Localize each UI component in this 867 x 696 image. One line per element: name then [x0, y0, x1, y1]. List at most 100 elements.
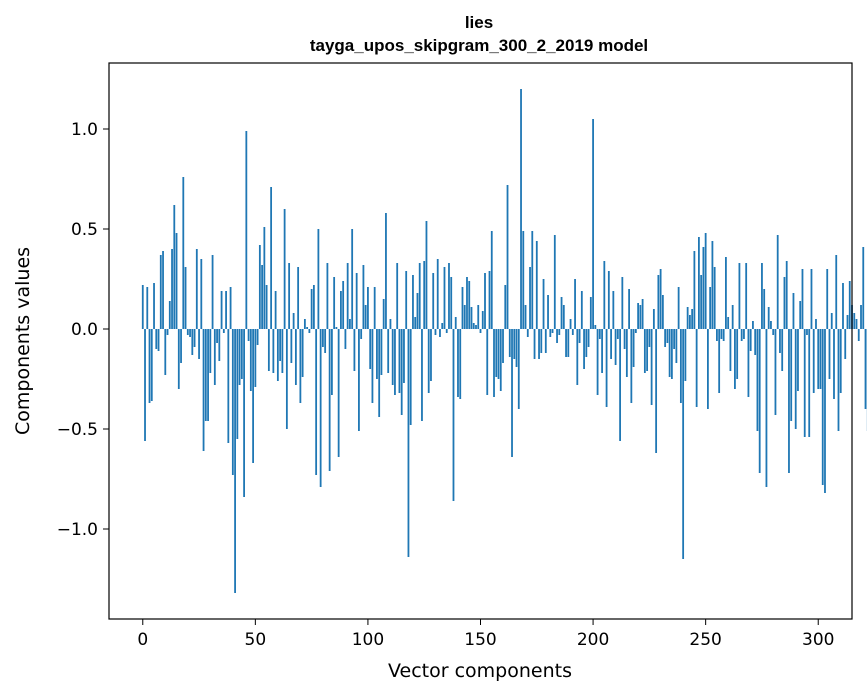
bar	[520, 89, 522, 329]
bar	[294, 329, 297, 385]
bar	[616, 329, 619, 339]
x-tick-label: 50	[245, 630, 267, 650]
bar	[722, 329, 725, 341]
bar	[452, 329, 455, 501]
bar	[321, 329, 324, 347]
bar	[815, 319, 817, 329]
bar	[177, 329, 180, 389]
bar	[342, 281, 345, 329]
bar	[770, 321, 772, 329]
bar	[267, 329, 270, 371]
bar	[535, 241, 538, 329]
y-tick-label: −1.0	[57, 520, 98, 540]
bar	[655, 329, 658, 453]
bar	[385, 213, 387, 329]
bar	[270, 187, 273, 329]
bar	[594, 325, 597, 329]
bar	[153, 283, 155, 329]
bar	[331, 329, 333, 395]
bar	[752, 321, 754, 329]
bar	[283, 209, 286, 329]
bar	[848, 281, 851, 329]
bar	[391, 329, 394, 385]
bar	[292, 313, 295, 329]
bar	[646, 329, 649, 371]
bar	[551, 329, 554, 333]
bar	[686, 307, 689, 329]
bar	[765, 329, 768, 487]
bar	[846, 315, 849, 329]
bar	[862, 247, 865, 329]
bar	[526, 329, 529, 337]
bar	[598, 329, 601, 339]
bar	[405, 271, 408, 329]
bar	[394, 329, 396, 395]
bar	[200, 259, 203, 329]
chart-subtitle: tayga_upos_skipgram_300_2_2019 model	[310, 36, 648, 55]
bar	[844, 329, 847, 359]
bar	[470, 307, 473, 329]
bar	[146, 287, 149, 329]
bar	[301, 329, 304, 377]
bar	[346, 263, 349, 329]
bar	[238, 329, 241, 385]
bar	[650, 329, 653, 405]
bar	[340, 291, 342, 329]
bar	[792, 293, 795, 329]
bar	[659, 269, 662, 329]
bar	[387, 329, 390, 373]
bar	[162, 251, 164, 329]
bar	[243, 329, 245, 497]
bar	[761, 263, 763, 329]
bar	[540, 329, 543, 353]
bar	[808, 329, 811, 437]
bar	[495, 329, 498, 377]
bar	[688, 315, 691, 329]
bar	[171, 249, 173, 329]
bar	[736, 329, 739, 379]
x-tick-label: 250	[689, 630, 721, 650]
bar	[261, 265, 263, 329]
bar	[758, 329, 761, 473]
bar	[670, 329, 673, 379]
bar	[308, 329, 311, 333]
bar	[466, 277, 468, 329]
bar	[524, 305, 527, 329]
bar	[702, 247, 705, 329]
bar	[306, 327, 309, 329]
bar	[772, 329, 775, 335]
bar	[783, 277, 786, 329]
bar	[144, 329, 146, 441]
bar	[806, 329, 808, 335]
bar	[725, 257, 727, 329]
bar	[499, 329, 502, 391]
bar	[571, 329, 574, 335]
bar	[517, 329, 520, 409]
bar	[439, 329, 441, 337]
bar	[303, 319, 306, 329]
bar	[333, 277, 336, 329]
bar	[830, 313, 833, 329]
bar	[729, 329, 732, 371]
bar	[443, 267, 446, 329]
bar	[556, 329, 558, 343]
bar	[493, 329, 495, 397]
bar	[675, 329, 678, 363]
bar	[565, 329, 567, 357]
bar	[430, 329, 432, 381]
bar	[461, 287, 464, 329]
bar	[668, 329, 671, 377]
bar	[326, 263, 329, 329]
bar	[817, 329, 820, 389]
bar	[258, 245, 261, 329]
bars-group	[141, 89, 867, 593]
bar	[580, 291, 583, 329]
bar	[704, 233, 707, 329]
bar	[247, 329, 250, 341]
bar	[666, 329, 669, 343]
bar	[434, 329, 437, 335]
bar	[272, 329, 275, 373]
bar	[459, 329, 462, 399]
bar	[148, 329, 151, 403]
